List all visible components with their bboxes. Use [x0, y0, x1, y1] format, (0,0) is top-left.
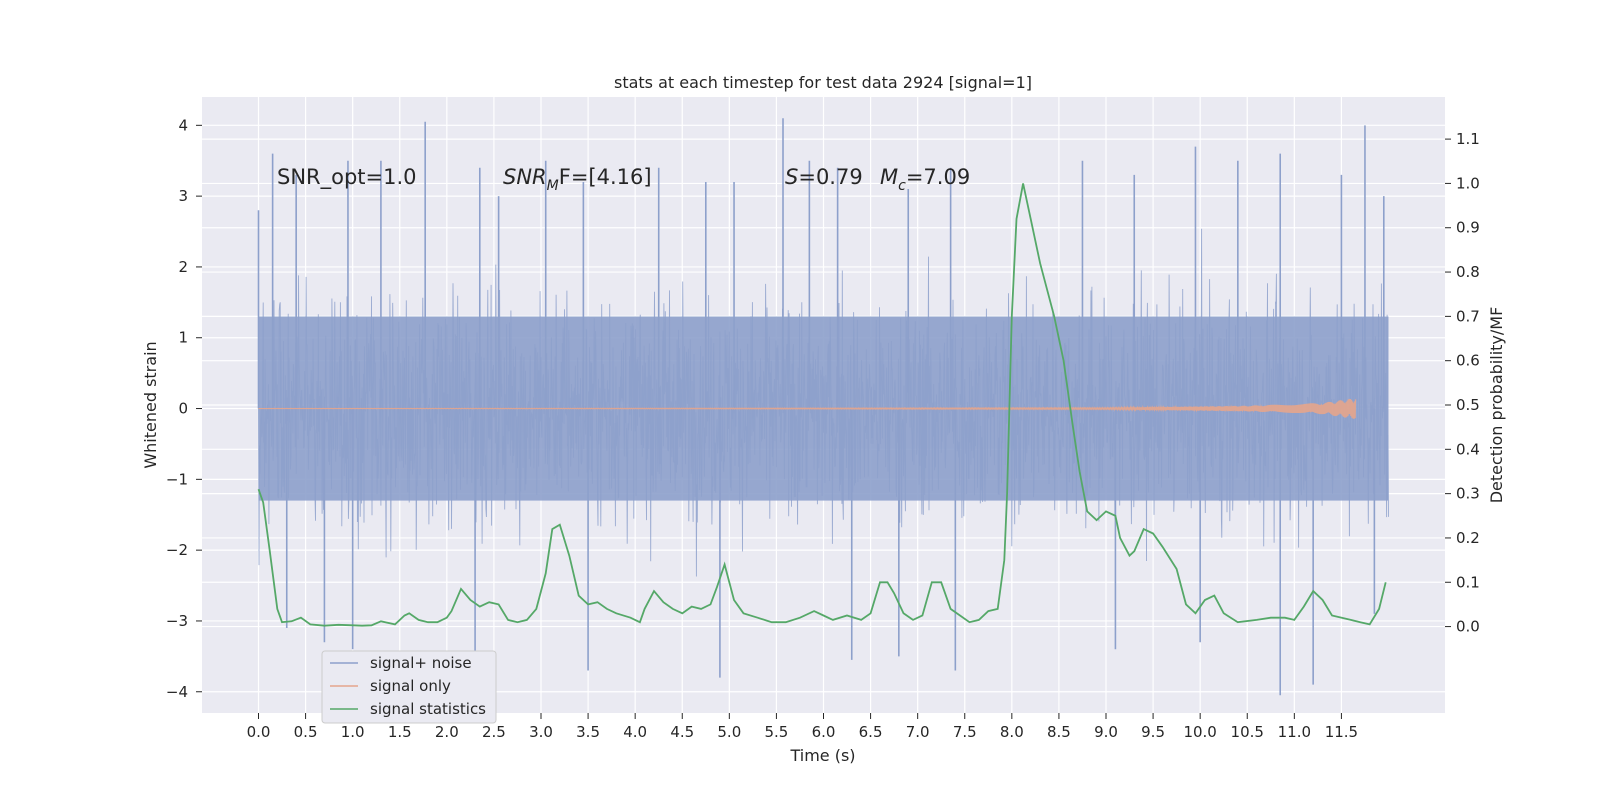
- x-tick-label: 10.0: [1183, 723, 1216, 741]
- x-tick-label: 8.0: [1000, 723, 1024, 741]
- right-y-tick-label: 0.7: [1456, 307, 1480, 325]
- signal-statistics-line: [257, 183, 1387, 627]
- legend-box: [321, 650, 497, 724]
- x-tick-label: 11.5: [1325, 723, 1358, 741]
- x-tick-label: 7.5: [953, 723, 977, 741]
- legend-label-signal-only: signal only: [370, 677, 451, 695]
- signal-statistics-series: [257, 183, 1387, 627]
- right-y-tick-label: 0.5: [1456, 396, 1480, 414]
- annotation-snr-opt: SNR_opt=1.0: [277, 165, 417, 190]
- annotation-mc: Mc=7.09: [880, 165, 970, 194]
- signal-only-series: [258, 398, 1357, 419]
- x-tick-label: 0.5: [294, 723, 318, 741]
- left-y-tick-label: 4: [178, 116, 188, 134]
- x-tick-label: 2.5: [482, 723, 506, 741]
- right-y-tick-label: 0.3: [1456, 485, 1480, 503]
- left-y-tick-label: 1: [178, 329, 188, 347]
- x-tick-label: 11.0: [1278, 723, 1311, 741]
- right-y-tick-label: 0.2: [1456, 529, 1480, 547]
- x-tick-label: 9.0: [1094, 723, 1118, 741]
- chart-title: stats at each timestep for test data 292…: [614, 73, 1032, 92]
- left-y-tick-label: −1: [166, 470, 188, 488]
- x-tick-label: 2.0: [435, 723, 459, 741]
- right-y-tick-label: 0.9: [1456, 219, 1480, 237]
- annotation-s: S=0.79: [785, 165, 863, 189]
- right-y-tick-label: 0.6: [1456, 352, 1480, 370]
- x-tick-label: 1.5: [388, 723, 412, 741]
- x-axis-ticks: 0.0 0.5 1.0 1.5 2.0 2.5 3.0 3.5 4.0 4.5 5.0 5.5 6.0 6…: [247, 713, 1358, 741]
- x-tick-label: 8.5: [1047, 723, 1071, 741]
- x-tick-label: 4.0: [623, 723, 647, 741]
- left-y-tick-label: 2: [178, 258, 188, 276]
- right-y-axis-ticks: 1.1 1.0 0.9 0.8 0.7 0.6 0.5 0.4 0.3 0.2 0.1 0.0: [1445, 130, 1480, 636]
- x-tick-label: 1.0: [341, 723, 365, 741]
- legend-label-signal-noise: signal+ noise: [370, 654, 472, 672]
- left-y-tick-label: 3: [178, 187, 188, 205]
- x-tick-label: 0.0: [247, 723, 271, 741]
- x-tick-label: 3.0: [529, 723, 553, 741]
- left-y-tick-label: −3: [166, 612, 188, 630]
- x-tick-label: 5.5: [764, 723, 788, 741]
- right-y-tick-label: 1.1: [1456, 130, 1480, 148]
- x-tick-label: 5.0: [717, 723, 741, 741]
- signal-only-line: [258, 398, 1357, 419]
- x-tick-label: 4.5: [670, 723, 694, 741]
- right-y-tick-label: 0.8: [1456, 263, 1480, 281]
- x-tick-label: 7.0: [906, 723, 930, 741]
- x-tick-label: 10.5: [1231, 723, 1264, 741]
- right-y-tick-label: 0.0: [1456, 618, 1480, 636]
- x-tick-label: 3.5: [576, 723, 600, 741]
- legend: signal+ noise signal only signal statist…: [321, 650, 497, 724]
- left-y-axis-label: Whitened strain: [141, 341, 160, 468]
- right-y-tick-label: 0.4: [1456, 440, 1480, 458]
- x-tick-label: 9.5: [1141, 723, 1165, 741]
- right-y-tick-label: 1.0: [1456, 174, 1480, 192]
- legend-label-signal-statistics: signal statistics: [370, 700, 486, 718]
- x-axis-label: Time (s): [789, 746, 855, 765]
- right-y-tick-label: 0.1: [1456, 573, 1480, 591]
- x-tick-label: 6.5: [859, 723, 883, 741]
- left-y-axis-ticks: 4 3 2 1 0 −1 −2 −3 −4: [166, 116, 202, 701]
- right-y-axis-label: Detection probability/MF: [1487, 307, 1506, 504]
- left-y-tick-label: −2: [166, 541, 188, 559]
- left-y-tick-label: −4: [166, 683, 188, 701]
- annotation-snr-mf: SNRMF=[4.16]: [503, 165, 652, 194]
- left-y-tick-label: 0: [178, 400, 188, 418]
- x-tick-label: 6.0: [812, 723, 836, 741]
